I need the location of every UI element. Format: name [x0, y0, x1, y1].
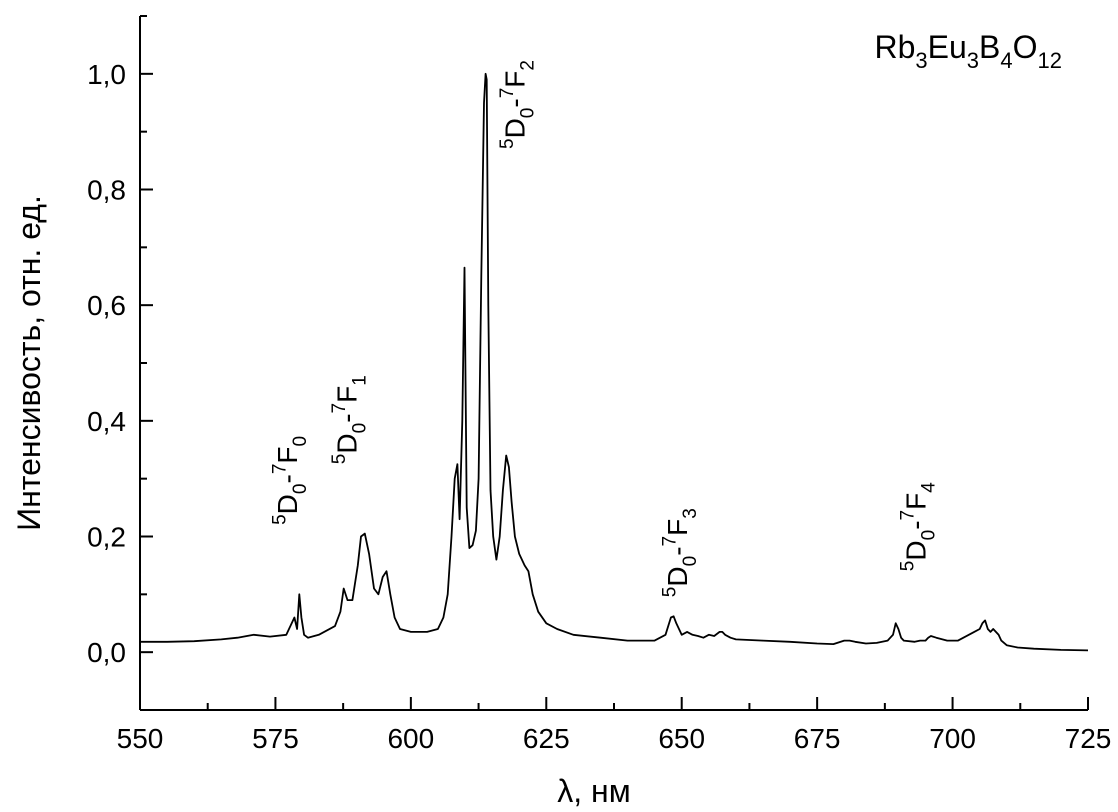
- transition-label: 5D0-7F4: [898, 482, 940, 571]
- y-tick-label: 0,6: [87, 290, 126, 321]
- y-tick-label: 0,0: [87, 637, 126, 668]
- x-tick-label: 700: [929, 723, 976, 754]
- y-axis-title: Интенсивость, отн. ед.: [11, 195, 47, 531]
- tick-labels: 550 575 600 625 650 675 700 725 0,0 0,2 0,4 0,6 0,8 1…: [87, 59, 1111, 754]
- chart-title: Rb3Eu3B4O12: [874, 29, 1062, 73]
- transition-label: 5D0-7F0: [269, 436, 311, 525]
- x-tick-label: 725: [1065, 723, 1112, 754]
- x-tick-label: 550: [117, 723, 164, 754]
- x-tick-label: 575: [252, 723, 299, 754]
- x-tick-label: 650: [658, 723, 705, 754]
- x-axis-title: λ, нм: [557, 773, 630, 809]
- transition-label: 5D0-7F2: [497, 60, 539, 149]
- transition-label: 5D0-7F1: [329, 375, 371, 464]
- x-tick-label: 600: [387, 723, 434, 754]
- y-tick-label: 0,2: [87, 522, 126, 553]
- y-tick-label: 0,4: [87, 406, 126, 437]
- y-tick-label: 0,8: [87, 175, 126, 206]
- transition-label: 5D0-7F3: [659, 508, 701, 597]
- transition-annotations: 5D0-7F0 5D0-7F1 5D0-7F2 5D0-7F3 5D0-7F4: [269, 60, 939, 597]
- ticks: [139, 15, 1089, 711]
- x-tick-label: 625: [523, 723, 570, 754]
- axes: [139, 16, 1088, 711]
- spectrum-line: [140, 72, 1089, 652]
- x-tick-label: 675: [794, 723, 841, 754]
- y-tick-label: 1,0: [87, 59, 126, 90]
